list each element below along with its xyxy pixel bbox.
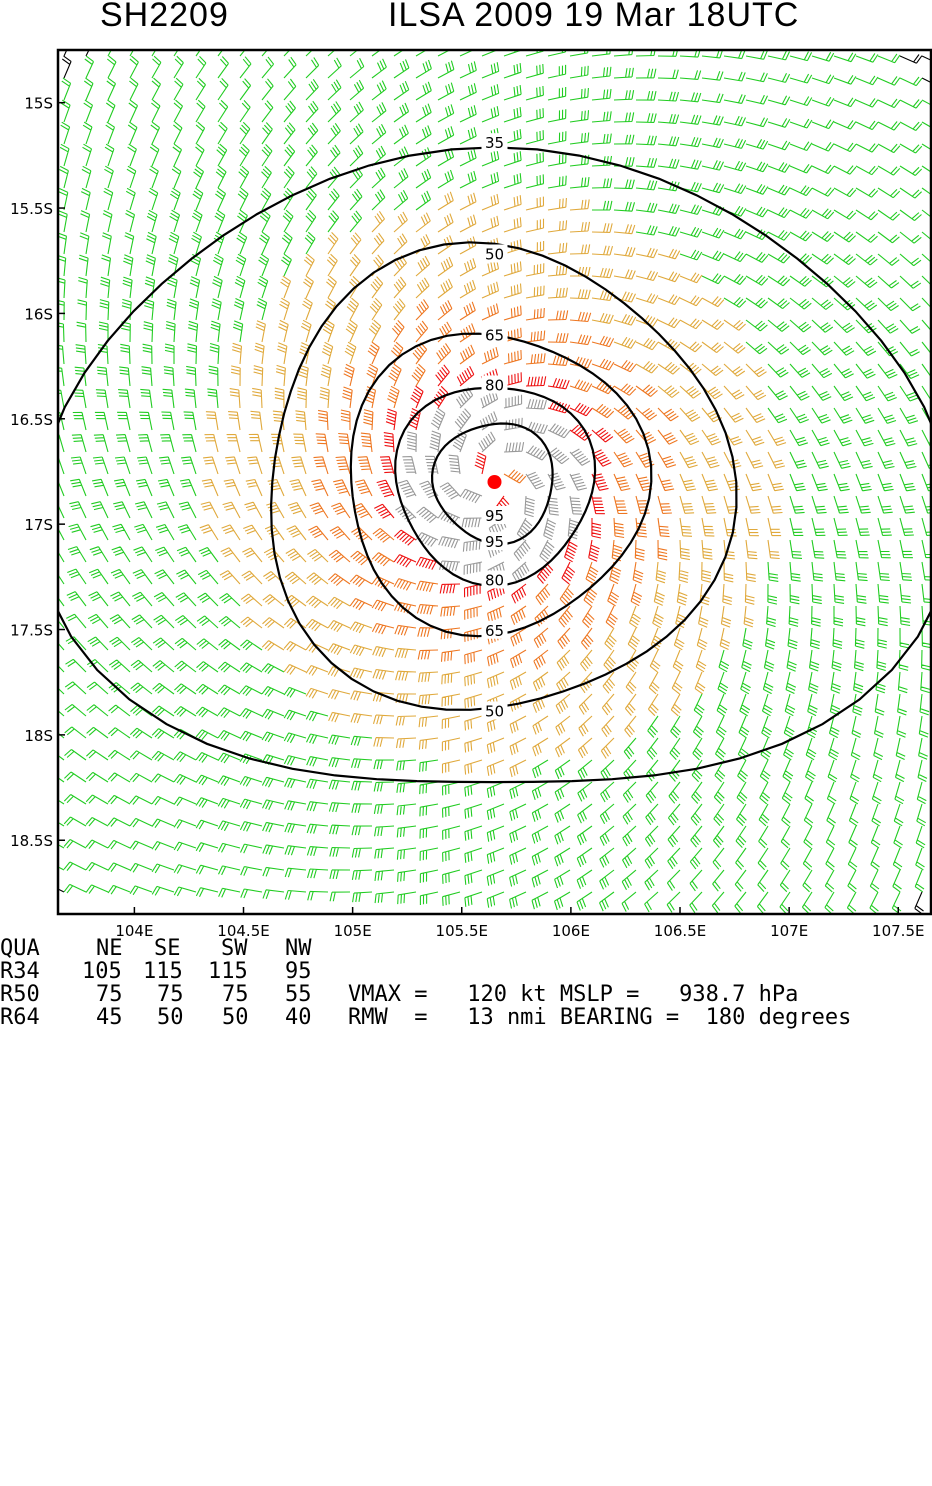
sw-header: SW <box>221 936 248 961</box>
r64-sw: 50 <box>222 1005 249 1030</box>
map-frame <box>56 48 932 916</box>
contour-label: 50 <box>485 245 504 263</box>
r64-se: 50 <box>157 1005 184 1030</box>
lat-label: 18S <box>24 727 53 745</box>
wind-barb-group <box>374 364 614 604</box>
r50-se: 75 <box>157 982 184 1007</box>
rmw-bearing-line: RMW = 13 nmi BEARING = 180 degrees <box>348 1005 852 1030</box>
wind-contour-65 <box>349 332 653 638</box>
lon-label: 104E <box>115 922 153 940</box>
lon-label: 106.5E <box>654 922 706 940</box>
r50-label: R50 <box>0 982 40 1007</box>
lat-label: 18.5S <box>10 832 53 850</box>
lat-label: 16.5S <box>10 411 53 429</box>
r50-nw: 55 <box>285 982 312 1007</box>
r34-nw: 95 <box>285 959 312 984</box>
axes-layer: 15S 15.5S 16S 16.5S 17S 17.5S 18S 18.5S 104E 104.… <box>10 95 924 940</box>
vmax-mslp-line: VMAX = 120 kt MSLP = 938.7 hPa <box>348 982 799 1007</box>
contour-label: 80 <box>485 376 504 394</box>
lon-label: 104.5E <box>217 922 269 940</box>
wind-contour-35 <box>58 146 931 784</box>
contours-layer: 35 50 50 65 65 80 80 95 95 <box>58 133 931 784</box>
contour-label: 95 <box>485 533 504 551</box>
lat-label: 17S <box>24 516 53 534</box>
r64-ne: 45 <box>96 1005 123 1030</box>
wind-barb-group <box>58 50 931 914</box>
r50-ne: 75 <box>96 982 123 1007</box>
contour-label: 80 <box>485 572 504 590</box>
storm-title: ILSA 2009 19 Mar 18UTC <box>388 0 800 34</box>
lat-label: 15S <box>24 95 53 113</box>
contour-label: 95 <box>485 507 504 525</box>
lon-label: 105.5E <box>436 922 488 940</box>
r64-label: R64 <box>0 1005 40 1030</box>
nw-header: NW <box>285 936 312 961</box>
lon-label: 106E <box>552 922 590 940</box>
lat-label: 17.5S <box>10 622 53 640</box>
lon-label: 107.5E <box>872 922 924 940</box>
lon-label: 107E <box>770 922 808 940</box>
wind-radii-table: QUA NE SE SW NW R34 105 115 115 95 R50 7… <box>0 938 932 1030</box>
r34-label: R34 <box>0 959 40 984</box>
se-header: SE <box>154 936 181 961</box>
contour-label: 65 <box>485 622 504 640</box>
r64-nw: 40 <box>285 1005 312 1030</box>
lat-label: 16S <box>24 305 53 323</box>
contour-label: 35 <box>485 134 504 152</box>
r34-sw: 115 <box>208 959 248 984</box>
wind-contour-80 <box>394 386 597 588</box>
quadrant-header: QUA <box>0 936 40 961</box>
wind-contour-50 <box>269 241 738 711</box>
lat-label: 15.5S <box>10 200 53 218</box>
wind-contour-95 <box>430 422 554 546</box>
wind-map: 35 50 50 65 65 80 80 95 95 15S 15.5S 16S 16.5S 17S 17… <box>10 48 932 940</box>
storm-id: SH2209 <box>100 0 229 34</box>
contour-label: 50 <box>485 703 504 721</box>
ne-header: NE <box>96 936 123 961</box>
storm-center-marker <box>487 475 502 489</box>
lon-label: 105E <box>334 922 372 940</box>
wind-barb-group <box>308 299 679 670</box>
r34-se: 115 <box>143 959 183 984</box>
contour-label: 65 <box>485 326 504 344</box>
r50-sw: 75 <box>222 982 249 1007</box>
r34-ne: 105 <box>82 959 122 984</box>
wind-barb-group <box>395 387 591 583</box>
